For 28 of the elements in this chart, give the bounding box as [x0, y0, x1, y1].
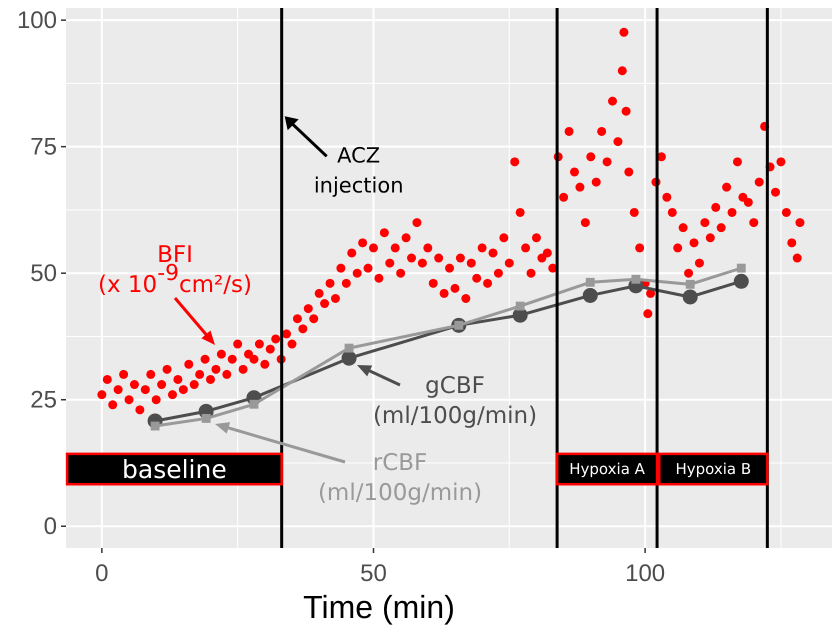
text: rCBF (ml/100g/min) [318, 450, 482, 506]
point [586, 278, 595, 287]
annotation: ACZ injection [314, 143, 404, 198]
point [516, 302, 525, 311]
point [734, 274, 749, 289]
point [686, 280, 695, 289]
y-tick-label: 75 [30, 134, 57, 161]
point [736, 264, 746, 273]
point [202, 414, 211, 423]
point [682, 289, 698, 304]
point [582, 288, 598, 303]
y-tick-label: 25 [30, 386, 57, 414]
point [150, 422, 160, 430]
x-tick-label: 0 [95, 560, 109, 587]
y-tick-label: 100 [16, 7, 57, 34]
x-tick-label: 50 [360, 560, 387, 587]
band-label: baseline [122, 455, 227, 484]
y-tick-label: 50 [30, 260, 57, 288]
point [344, 344, 354, 353]
x-axis-title: Time (min) [303, 589, 455, 625]
point [250, 400, 258, 409]
legend-label: gCBF (ml/100g/min) [372, 373, 538, 429]
x-tick-label: 100 [625, 560, 666, 587]
y-tick-label: 0 [44, 513, 57, 540]
point [342, 350, 357, 366]
band-label: Hypoxia A [569, 460, 646, 478]
point [631, 274, 640, 284]
band-label: Hypoxia B [675, 460, 752, 478]
